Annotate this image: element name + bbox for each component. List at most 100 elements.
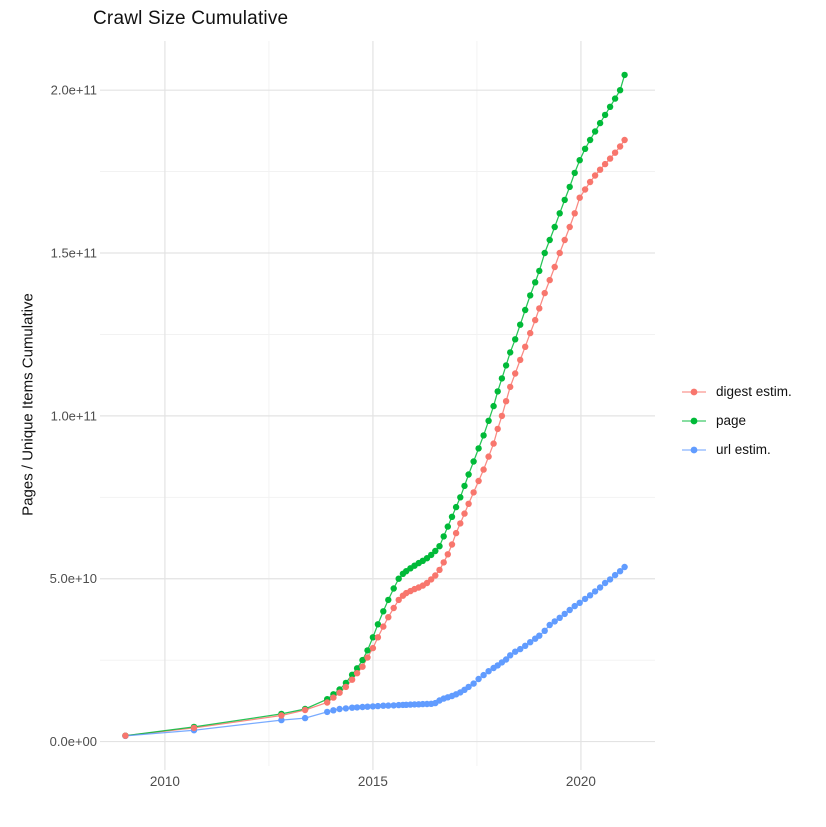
data-point <box>470 458 477 465</box>
data-point <box>480 671 487 679</box>
data-point <box>581 595 589 603</box>
data-point <box>541 627 548 634</box>
data-point <box>512 336 519 343</box>
data-point <box>440 559 447 566</box>
data-point <box>122 732 129 739</box>
data-point <box>507 652 514 659</box>
data-point <box>374 621 382 628</box>
data-point <box>374 634 382 641</box>
data-point <box>586 136 594 144</box>
legend-key-icon-page <box>682 417 706 424</box>
data-point <box>576 194 583 201</box>
data-point <box>348 676 356 683</box>
data-point <box>561 610 568 618</box>
data-point <box>616 568 624 575</box>
data-point <box>591 128 599 135</box>
data-point <box>452 529 460 537</box>
data-point <box>541 249 548 257</box>
x-tick-label: 2020 <box>566 774 596 789</box>
data-point <box>490 402 497 410</box>
data-point <box>457 494 464 501</box>
series-line-url-estim- <box>125 566 626 737</box>
data-point <box>448 513 456 520</box>
data-point <box>571 210 578 217</box>
data-point <box>517 321 524 328</box>
data-point <box>395 575 402 582</box>
data-point <box>380 623 387 630</box>
data-point <box>532 316 539 324</box>
data-point <box>369 634 377 641</box>
x-tick-label: 2010 <box>150 774 180 789</box>
data-point <box>369 703 377 710</box>
data-point <box>436 543 443 550</box>
data-point <box>621 136 628 144</box>
data-point <box>353 665 361 672</box>
data-point <box>498 375 506 382</box>
data-point <box>616 143 624 150</box>
data-point <box>342 683 350 691</box>
data-point <box>556 210 563 217</box>
data-point <box>536 632 543 639</box>
data-point <box>342 705 350 712</box>
data-point <box>278 712 285 719</box>
data-point <box>561 236 568 244</box>
data-point <box>527 329 534 337</box>
data-point <box>551 263 558 271</box>
data-point <box>606 576 614 583</box>
data-point <box>591 172 599 179</box>
legend-label: digest estim. <box>716 384 792 399</box>
legend-entry-page: page <box>681 406 792 435</box>
data-point <box>465 683 472 691</box>
data-point <box>601 160 609 168</box>
data-point <box>444 523 451 530</box>
data-point <box>601 111 609 119</box>
data-point <box>571 602 578 610</box>
data-point <box>616 87 624 94</box>
data-point <box>380 608 387 615</box>
data-point <box>432 572 439 579</box>
data-point <box>546 236 553 244</box>
data-point <box>551 618 558 625</box>
data-point <box>485 453 492 460</box>
data-point <box>490 440 497 447</box>
data-point <box>440 533 447 540</box>
data-point <box>512 648 519 655</box>
legend-label: page <box>716 413 747 428</box>
data-point <box>546 621 553 629</box>
data-point <box>390 702 397 709</box>
data-point <box>522 343 529 350</box>
data-point <box>475 445 482 452</box>
data-point <box>621 563 628 571</box>
data-point <box>586 178 594 186</box>
data-point <box>348 671 356 678</box>
data-point <box>461 510 468 517</box>
data-point <box>561 196 568 204</box>
data-point <box>457 520 464 527</box>
data-point <box>502 362 510 369</box>
data-point <box>301 706 309 714</box>
data-point <box>461 482 468 490</box>
data-point <box>596 119 604 127</box>
data-point <box>571 169 578 177</box>
data-point <box>507 349 514 356</box>
legend-key-icon-url-estim <box>682 446 706 453</box>
y-tick-label: 1.5e+11 <box>51 246 97 261</box>
data-point <box>522 642 529 649</box>
data-point <box>278 716 285 724</box>
data-point <box>498 412 506 420</box>
data-point <box>465 500 472 507</box>
data-point <box>512 370 519 377</box>
legend-entry-url-estim: url estim. <box>681 435 792 464</box>
data-point <box>395 596 402 604</box>
data-point <box>385 596 392 604</box>
y-tick-label: 2.0e+11 <box>51 83 97 98</box>
data-point <box>364 654 371 661</box>
data-point <box>444 551 451 558</box>
data-point <box>536 305 543 312</box>
data-point <box>566 223 573 231</box>
y-tick-label: 1.0e+11 <box>51 408 97 423</box>
data-point <box>330 707 337 714</box>
data-point <box>586 592 594 599</box>
data-point <box>480 432 487 439</box>
